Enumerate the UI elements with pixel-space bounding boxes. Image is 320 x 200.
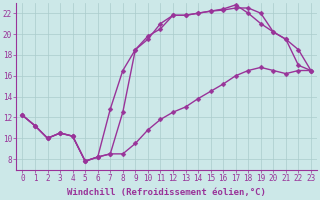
X-axis label: Windchill (Refroidissement éolien,°C): Windchill (Refroidissement éolien,°C) <box>67 188 266 197</box>
